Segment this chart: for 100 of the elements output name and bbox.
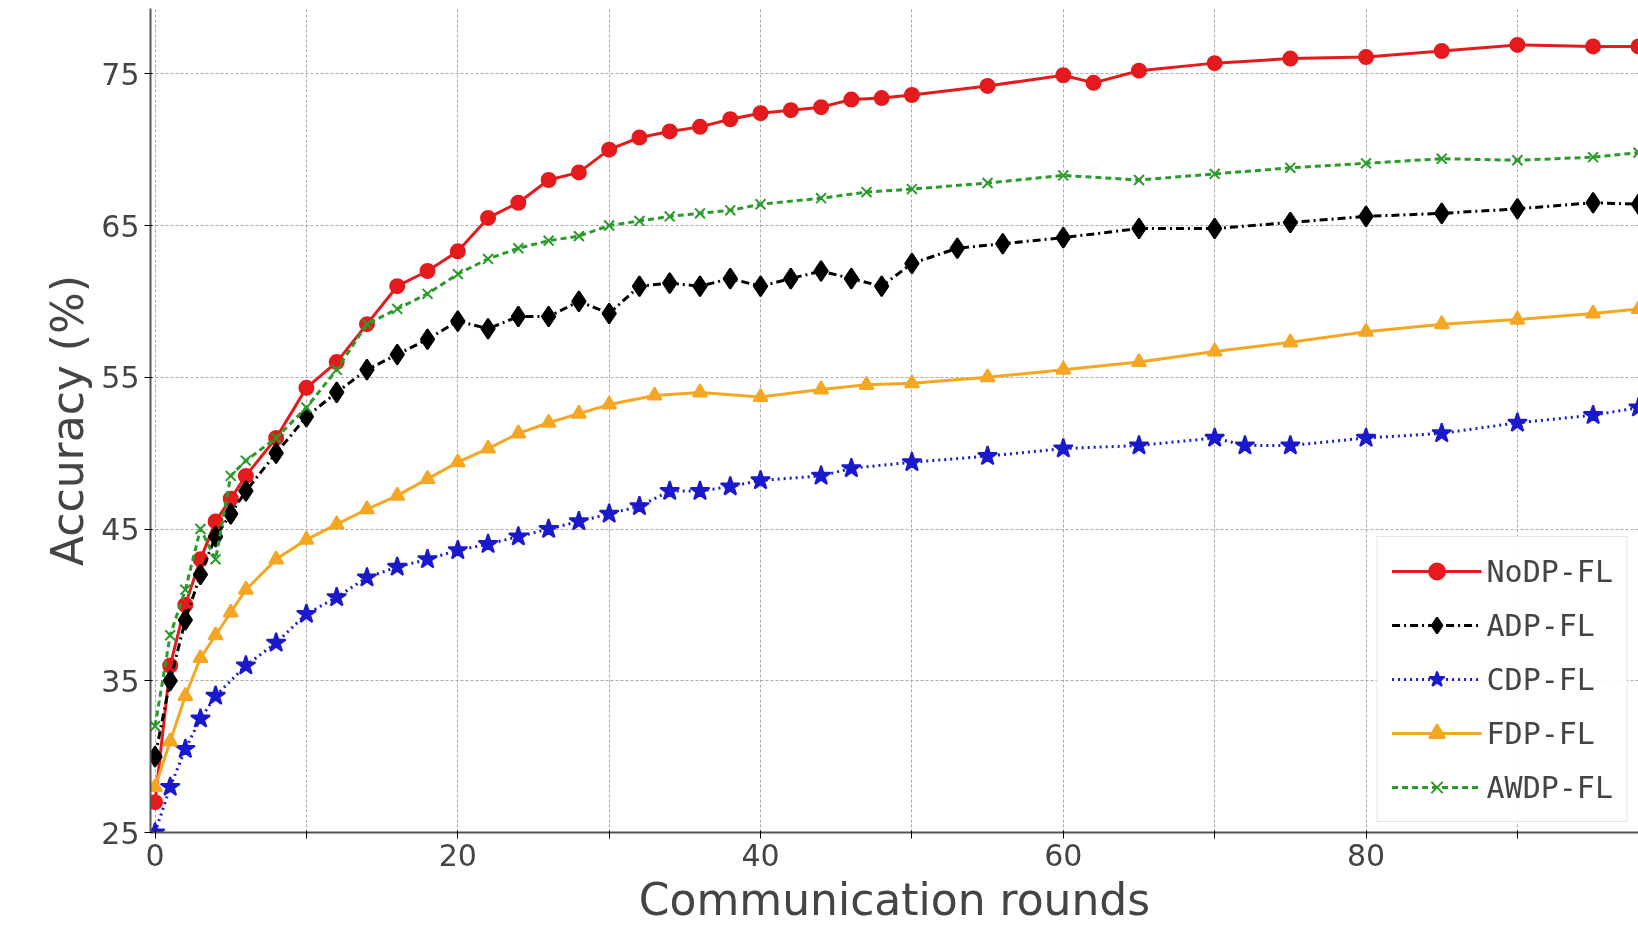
point (903, 87, 920, 103)
point (572, 230, 585, 243)
legend-label: CDP-FL (1486, 661, 1595, 697)
point (1128, 434, 1150, 455)
point (752, 105, 769, 122)
point (189, 707, 211, 728)
point (1055, 360, 1072, 375)
point (1282, 333, 1299, 348)
point (389, 278, 406, 295)
point (722, 111, 739, 128)
point (1130, 352, 1147, 368)
point (1208, 167, 1221, 180)
point (150, 720, 161, 733)
point (356, 566, 378, 587)
point (646, 386, 663, 401)
point (447, 539, 469, 560)
point (1355, 426, 1377, 448)
x-tick-label: 40 (741, 837, 780, 873)
point (1585, 304, 1602, 319)
point (235, 654, 257, 675)
point (326, 586, 348, 607)
point (873, 90, 890, 107)
y-tick-label: 45 (101, 512, 140, 547)
point (1055, 67, 1072, 84)
point (810, 464, 832, 485)
point (1130, 62, 1147, 79)
point (860, 186, 873, 199)
point (542, 234, 555, 247)
point (1509, 197, 1526, 220)
point (782, 102, 799, 119)
point (1585, 38, 1602, 55)
point (570, 164, 587, 181)
point (222, 603, 239, 618)
point (628, 495, 650, 516)
point (843, 91, 860, 108)
point (1206, 342, 1223, 357)
point (981, 177, 994, 189)
point (691, 118, 708, 135)
point (389, 486, 406, 501)
point (265, 631, 287, 652)
point (477, 533, 499, 554)
point (540, 171, 557, 188)
point (1284, 161, 1297, 174)
y-axis-title: Accuracy (%) (42, 274, 94, 566)
point (1052, 437, 1074, 458)
point (1282, 211, 1299, 234)
point (1206, 217, 1223, 240)
point (480, 209, 497, 226)
point (540, 305, 557, 328)
point (659, 480, 681, 501)
point (480, 439, 497, 454)
point (979, 77, 996, 94)
point (328, 515, 345, 530)
point (391, 303, 404, 315)
point (1282, 50, 1299, 67)
point (1509, 310, 1526, 325)
point (192, 563, 209, 586)
legend-label: FDP-FL (1486, 715, 1595, 751)
point (192, 648, 209, 664)
point (419, 263, 436, 280)
point (754, 198, 767, 211)
point (1133, 174, 1145, 186)
point (1360, 157, 1372, 170)
legend-label: ADP-FL (1486, 607, 1595, 643)
y-tick-label: 65 (101, 208, 140, 244)
point (979, 368, 996, 383)
x-tick-label: 0 (145, 837, 165, 873)
legend-label: NoDP-FL (1486, 553, 1613, 589)
point (724, 204, 737, 217)
point (977, 445, 999, 466)
point (209, 553, 222, 566)
point (159, 775, 181, 797)
point (207, 626, 224, 641)
point (1206, 55, 1223, 72)
point (663, 210, 676, 223)
point (1433, 315, 1450, 330)
point (843, 267, 860, 290)
point (1582, 404, 1604, 425)
point (224, 469, 237, 482)
point (507, 525, 529, 546)
point (1511, 154, 1524, 167)
x-tick-label: 20 (438, 837, 477, 873)
point (903, 374, 920, 389)
point (598, 502, 620, 523)
point (752, 387, 769, 403)
point (179, 583, 192, 596)
point (540, 413, 557, 428)
point (905, 183, 918, 196)
point (177, 686, 194, 701)
x-tick-label: 80 (1346, 837, 1386, 873)
point (239, 454, 252, 467)
y-tick-label: 25 (101, 815, 140, 851)
point (205, 684, 227, 706)
point (813, 99, 830, 116)
point (1204, 426, 1226, 448)
point (162, 732, 179, 747)
point (358, 500, 375, 515)
point (1234, 434, 1256, 455)
point (298, 530, 315, 545)
point (174, 738, 196, 759)
